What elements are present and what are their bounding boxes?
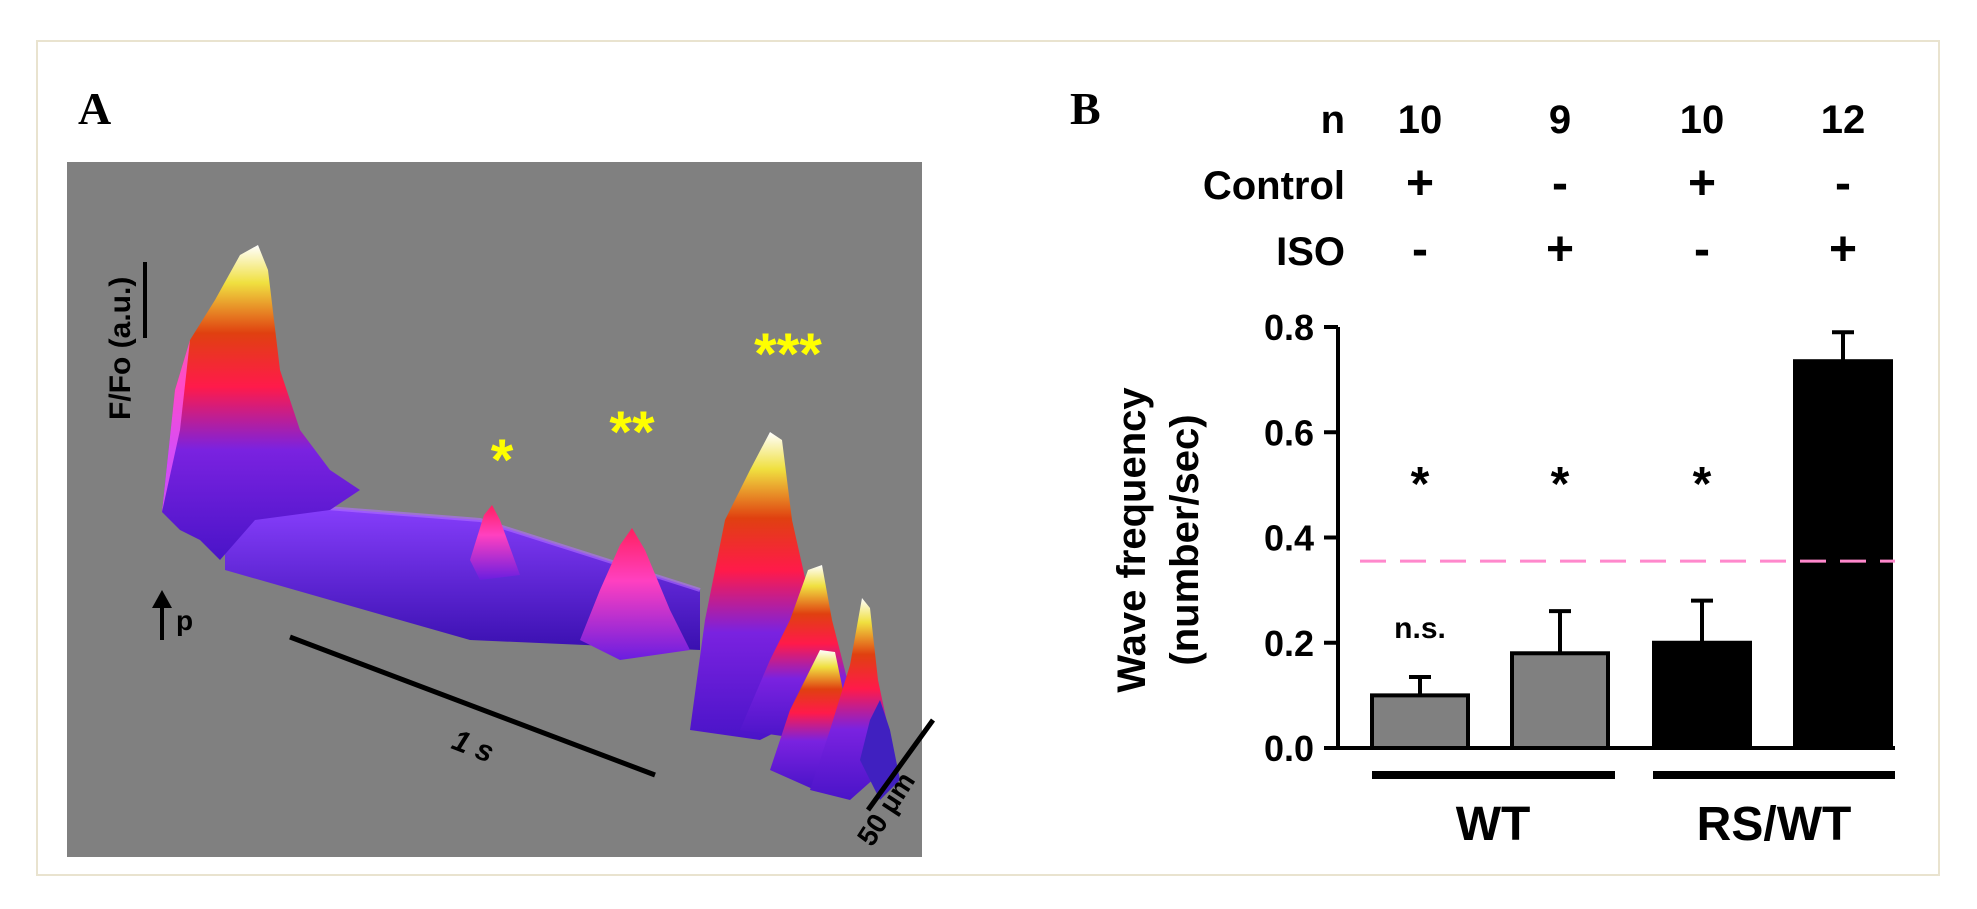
condition-cell-control: + (1688, 157, 1716, 210)
fluorescence-scale-label: F/Fo (a.u.) (104, 277, 137, 420)
condition-cell-iso: + (1546, 223, 1574, 276)
wave-double-star (580, 528, 690, 660)
wave-single-star (470, 505, 520, 580)
y-tick-label: 0.0 (1264, 728, 1314, 769)
y-tick-label: 0.6 (1264, 412, 1314, 453)
initial-wave-edge (162, 340, 190, 512)
stimulus-arrow-icon (152, 590, 172, 608)
surface-plot (162, 245, 900, 800)
condition-cell-n: 12 (1821, 98, 1866, 142)
significance-annotations: * * * n.s. (1394, 458, 1712, 645)
group-label-wt: WT (1456, 798, 1531, 851)
y-axis-label-line1: Wave frequency (1110, 387, 1154, 693)
bar (1510, 651, 1610, 751)
wave-frequency-chart: 0.0 0.2 0.4 0.6 0.8 * * * n.s. Wave frequency (… (1110, 307, 1895, 851)
panel-a-label: A (78, 83, 111, 134)
condition-cell-iso: + (1829, 223, 1857, 276)
y-tick-label: 0.4 (1264, 518, 1314, 559)
condition-cell-control: + (1406, 157, 1434, 210)
condition-cell-iso: - (1694, 223, 1710, 276)
condition-cell-n: 10 (1398, 98, 1443, 142)
bar (1793, 359, 1893, 750)
condition-cell-iso: - (1412, 223, 1428, 276)
group-label-rswt: RS/WT (1697, 798, 1852, 851)
time-scale-bar (289, 634, 656, 778)
row-label-n: n (1321, 98, 1345, 142)
stimulus-label: p (176, 605, 193, 636)
bar-series (1370, 330, 1893, 751)
y-axis-label-line2: (number/sec) (1163, 414, 1207, 665)
significance-star: * (1693, 458, 1712, 511)
y-axis-ticks: 0.0 0.2 0.4 0.6 0.8 (1264, 307, 1338, 769)
row-label-control: Control (1203, 164, 1345, 208)
y-tick-label: 0.8 (1264, 307, 1314, 348)
wave-tail (860, 700, 900, 800)
condition-cell-n: 9 (1549, 98, 1571, 142)
initial-transient-wave (162, 245, 360, 560)
row-label-iso: ISO (1276, 230, 1345, 274)
bar (1370, 693, 1470, 750)
double-star-label: ** (609, 400, 655, 465)
surface-baseline-ribbon (225, 500, 700, 650)
significance-star: * (1551, 458, 1570, 511)
condition-cell-control: - (1552, 157, 1568, 210)
bar (1652, 640, 1752, 750)
y-tick-label: 0.2 (1264, 623, 1314, 664)
bar-top-label: n.s. (1394, 612, 1446, 645)
significance-star: * (1411, 458, 1430, 511)
triple-star-label: *** (754, 322, 822, 387)
condition-table: n Control ISO 10 + - 9 - +10 + - 12 - + (1203, 98, 1865, 276)
condition-cell-control: - (1835, 157, 1851, 210)
condition-cell-n: 10 (1680, 98, 1725, 142)
panel-b-label: B (1070, 83, 1101, 134)
space-scale-bar (865, 718, 936, 812)
single-star-label: * (491, 428, 514, 493)
